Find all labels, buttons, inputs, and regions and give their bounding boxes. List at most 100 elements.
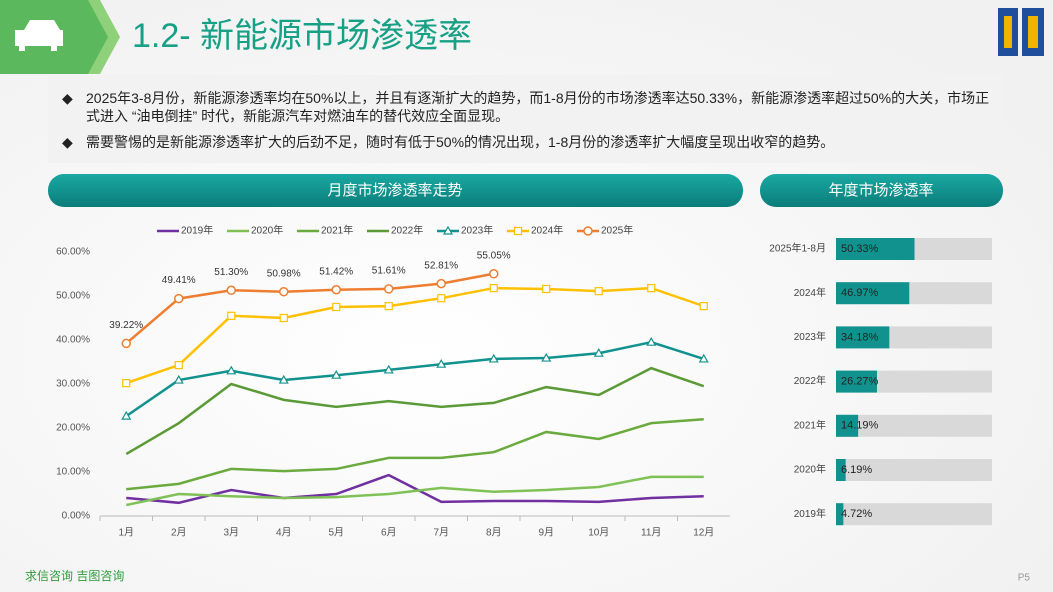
series-line (125, 340, 705, 418)
x-tick-label: 4月 (276, 527, 292, 539)
x-tick-label: 8月 (486, 527, 502, 539)
point (384, 302, 393, 311)
bar-label: 4.72% (841, 508, 872, 520)
legend-label: 2021年 (321, 224, 353, 237)
data-label: 50.98% (267, 268, 301, 279)
data-label: 55.05% (477, 250, 511, 261)
y-tick-label: 0.00% (62, 511, 90, 522)
bar-chart-title: 年度市场渗透率 (828, 182, 933, 199)
point (436, 358, 447, 368)
legend-label: 2024年 (531, 224, 563, 237)
bar-label: 34.18% (841, 331, 879, 343)
point (121, 410, 132, 420)
bullet: ◆ 需要警惕的是新能源渗透率扩大的后劲不足，随时有低于50%的情况出现，1-8月份… (62, 133, 994, 151)
y-tick-label: 10.00% (56, 467, 90, 478)
bar (836, 326, 890, 349)
x-tick-label: 3月 (223, 527, 239, 539)
point (174, 293, 184, 304)
point (121, 338, 131, 349)
x-tick-label: 11月 (641, 527, 661, 539)
data-label: 49.41% (162, 275, 196, 286)
point (226, 285, 236, 296)
bar-label: 26.27% (841, 376, 879, 388)
point (227, 311, 236, 320)
point (437, 294, 446, 303)
point (583, 226, 593, 236)
line-chart-title: 月度市场渗透率走势 (327, 182, 462, 199)
series-line (125, 475, 704, 507)
y-tick-label: 2024年 (794, 286, 826, 299)
car-icon (15, 20, 63, 51)
point (594, 287, 603, 296)
series-line (125, 272, 494, 345)
bar (836, 282, 910, 305)
bar-track (836, 414, 992, 437)
bar-track (836, 459, 992, 481)
point (593, 347, 604, 357)
point (541, 352, 552, 362)
point (279, 286, 289, 297)
point (332, 302, 341, 312)
point (226, 365, 237, 375)
point (442, 225, 454, 235)
data-label: 51.61% (372, 266, 406, 277)
point (513, 226, 523, 236)
point (279, 313, 288, 323)
bar-label: 46.97% (841, 287, 879, 299)
legend-label: 2019年 (181, 224, 213, 237)
header-chevron-edge (88, 0, 120, 74)
y-tick-label: 2022年 (794, 374, 826, 387)
bullet-box (48, 75, 1003, 163)
x-tick-label: 7月 (433, 527, 449, 539)
data-label: 51.30% (214, 267, 248, 278)
series-line (126, 473, 704, 505)
bar (836, 370, 877, 393)
x-tick-label: 1月 (118, 527, 134, 539)
x-tick-label: 5月 (328, 527, 344, 539)
point (488, 353, 499, 363)
y-tick-label: 50.00% (56, 291, 90, 302)
bullet-text: 2025年3-8月份，新能源渗透率均在50%以上，并且有逐渐扩大的趋势，而1-8… (86, 90, 990, 124)
point (647, 283, 656, 293)
bar-label: 14.19% (841, 420, 879, 432)
point (646, 336, 657, 346)
point (384, 284, 394, 294)
y-tick-label: 40.00% (56, 335, 90, 346)
y-tick-label: 20.00% (56, 423, 90, 434)
y-tick-label: 30.00% (56, 379, 90, 390)
point (489, 283, 498, 293)
page-number: P5 (1018, 573, 1031, 584)
y-tick-label: 2019年 (794, 507, 826, 520)
point (436, 278, 446, 289)
y-tick-label: 60.00% (56, 247, 90, 258)
x-tick-label: 10月 (588, 527, 609, 539)
point (699, 302, 708, 311)
bullet-text: 需要警惕的是新能源渗透率扩大的后劲不足，随时有低于50%的情况出现，1-8月份的… (86, 134, 835, 150)
y-tick-label: 2025年1-8月 (769, 242, 826, 255)
bar-track (836, 503, 992, 526)
point (489, 269, 499, 279)
point (174, 360, 183, 370)
bar-label: 50.33% (841, 243, 879, 255)
series-line (126, 417, 704, 491)
point (698, 353, 709, 363)
point (383, 364, 394, 374)
point (331, 369, 342, 379)
data-label: 39.22% (109, 320, 143, 331)
data-label: 52.81% (424, 260, 458, 271)
bar (836, 459, 846, 481)
point (542, 284, 551, 294)
point (173, 374, 184, 384)
data-label: 51.42% (319, 266, 353, 277)
series-line (125, 366, 705, 456)
bar-label: 6.19% (841, 464, 872, 476)
legend-label: 2020年 (251, 224, 283, 237)
bullet: ◆ 2025年3-8月份，新能源渗透率均在50%以上，并且有逐渐扩大的趋势，而1-… (62, 89, 994, 125)
point (331, 285, 341, 295)
bar (836, 503, 844, 526)
bar (836, 414, 859, 437)
x-tick-label: 6月 (381, 527, 397, 539)
x-tick-label: 12月 (693, 527, 714, 539)
